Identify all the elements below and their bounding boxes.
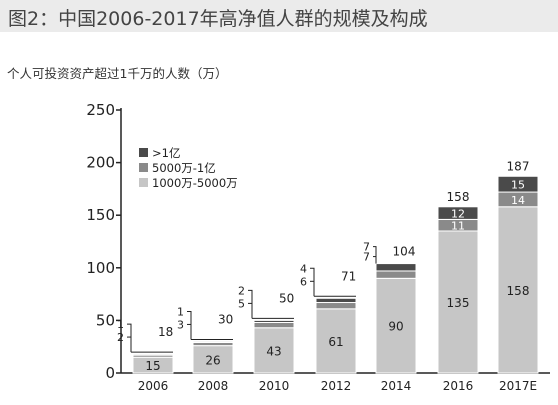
bar-segment xyxy=(253,327,295,374)
legend-swatch xyxy=(139,163,148,172)
data-label: 5 xyxy=(238,297,245,310)
data-label: 90 xyxy=(388,320,403,334)
data-label: 61 xyxy=(328,335,343,349)
annotation-bracket xyxy=(248,289,253,319)
data-label: 2 xyxy=(117,331,124,344)
total-label: 104 xyxy=(393,245,416,259)
legend-label: 1000万-5000万 xyxy=(152,176,238,190)
bar-segment xyxy=(253,319,295,324)
y-tick-label: 0 xyxy=(105,364,115,382)
data-label: 1 xyxy=(117,318,124,331)
data-label: 1 xyxy=(177,305,184,318)
bar-segment xyxy=(437,230,479,374)
y-tick-label: 200 xyxy=(86,154,115,172)
x-tick-label: 2008 xyxy=(198,379,229,393)
bar-segment xyxy=(192,340,234,343)
data-label: 135 xyxy=(447,296,470,310)
annotation-bracket xyxy=(310,267,315,297)
bar-segment xyxy=(315,302,357,310)
y-tick-label: 50 xyxy=(96,311,115,329)
data-label: 4 xyxy=(300,262,307,275)
annotation-bracket xyxy=(187,310,192,340)
data-label: 7 xyxy=(363,241,370,254)
bar-segment xyxy=(132,353,174,356)
bar-segment xyxy=(253,322,295,329)
x-tick-label: 2016 xyxy=(443,379,474,393)
y-tick-label: 150 xyxy=(86,206,115,224)
total-label: 18 xyxy=(158,325,173,339)
total-label: 158 xyxy=(447,190,470,204)
x-tick-label: 2006 xyxy=(138,379,169,393)
data-label: 6 xyxy=(300,275,307,288)
annotation-bracket xyxy=(127,323,132,353)
annotation-bracket xyxy=(373,246,377,264)
x-tick-label: 2014 xyxy=(381,379,412,393)
bar-segment xyxy=(375,277,417,374)
legend-label: 5000万-1亿 xyxy=(152,161,216,175)
total-label: 30 xyxy=(218,312,233,326)
data-label: 7 xyxy=(363,251,370,264)
data-label: 15 xyxy=(511,179,525,192)
y-tick-label: 100 xyxy=(86,259,115,277)
bar-segment xyxy=(375,270,417,279)
data-label: 11 xyxy=(451,220,465,233)
bar-segment xyxy=(375,263,417,272)
x-tick-label: 2010 xyxy=(259,379,290,393)
data-label: 14 xyxy=(511,194,525,207)
data-label: 26 xyxy=(205,353,220,367)
bar-segment xyxy=(315,308,357,374)
chart-subtitle: 个人可投资资产超过1千万的人数（万） xyxy=(7,66,228,81)
y-tick-label: 250 xyxy=(86,101,115,119)
bar-segment xyxy=(437,206,479,220)
bar-segment xyxy=(315,297,357,304)
data-label: 3 xyxy=(177,318,184,331)
data-label: 158 xyxy=(507,284,530,298)
data-label: 2 xyxy=(238,284,245,297)
legend-swatch xyxy=(139,178,148,187)
x-tick-label: 2017E xyxy=(499,379,537,393)
total-label: 187 xyxy=(507,159,530,173)
header-bar: 图2：中国2006-2017年高净值人群的规模及构成 xyxy=(0,0,558,32)
legend-swatch xyxy=(139,148,148,157)
data-label: 43 xyxy=(266,344,281,358)
legend-label: >1亿 xyxy=(152,146,180,160)
total-label: 71 xyxy=(341,269,356,283)
total-label: 50 xyxy=(279,291,294,305)
x-tick-label: 2012 xyxy=(321,379,352,393)
bar-segment xyxy=(497,175,539,193)
data-label: 15 xyxy=(145,359,160,373)
chart-title: 图2：中国2006-2017年高净值人群的规模及构成 xyxy=(8,8,428,30)
data-label: 12 xyxy=(451,208,465,221)
